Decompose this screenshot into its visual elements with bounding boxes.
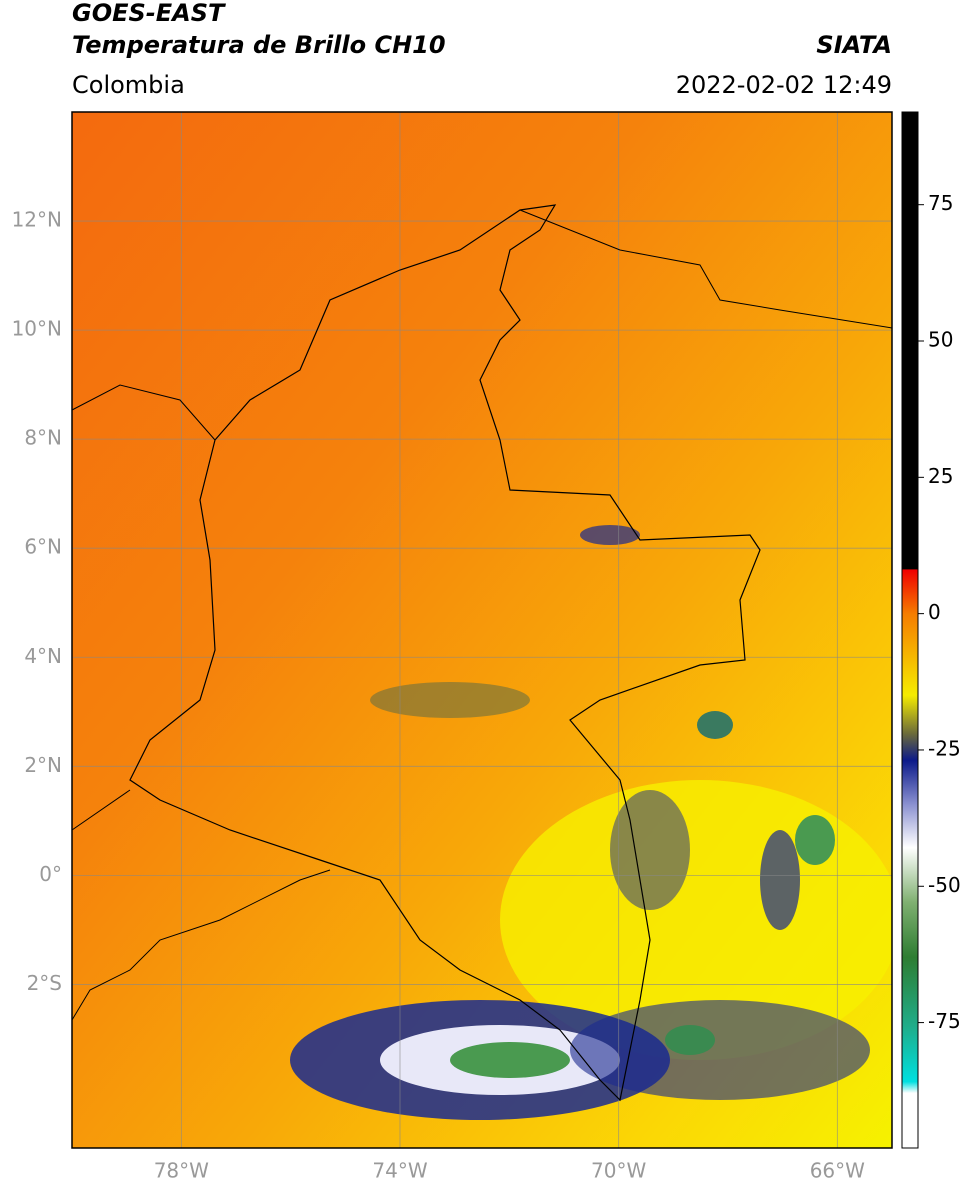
map-image [72, 112, 892, 1148]
lat-tick-label: 2°N [24, 753, 62, 777]
coastline [71, 209, 893, 1021]
lat-tick-label: 0° [39, 862, 62, 886]
country-border [129, 204, 761, 1102]
colorbar-tick-label: -50 [928, 873, 961, 897]
subtitle: Temperatura de Brillo CH10 [72, 31, 446, 59]
region: Colombia [72, 71, 185, 99]
colorbar [901, 111, 919, 1149]
lat-tick-label: 6°N [24, 535, 62, 559]
colorbar-tick-label: -25 [928, 736, 961, 760]
title: GOES-EAST [72, 0, 226, 27]
lon-tick-label: 66°W [810, 1159, 865, 1183]
lat-tick-label: 8°N [24, 426, 62, 450]
colorbar-tick-label: 0 [928, 600, 941, 624]
lon-tick-label: 78°W [154, 1159, 209, 1183]
colorbar-tick-label: 50 [928, 328, 953, 352]
lat-tick-label: 12°N [12, 208, 62, 232]
lat-tick-label: 10°N [12, 317, 62, 341]
lon-tick-label: 70°W [591, 1159, 646, 1183]
lat-tick-label: 4°N [24, 644, 62, 668]
lon-tick-label: 74°W [372, 1159, 427, 1183]
colorbar-tick-label: -75 [928, 1009, 961, 1033]
colorbar-tick-label: 75 [928, 191, 953, 215]
datetime: 2022-02-02 12:49 [676, 71, 892, 99]
source: SIATA [816, 31, 892, 59]
map-frame [71, 111, 893, 1149]
lat-tick-label: 2°S [27, 971, 62, 995]
colorbar-tick-label: 25 [928, 464, 953, 488]
